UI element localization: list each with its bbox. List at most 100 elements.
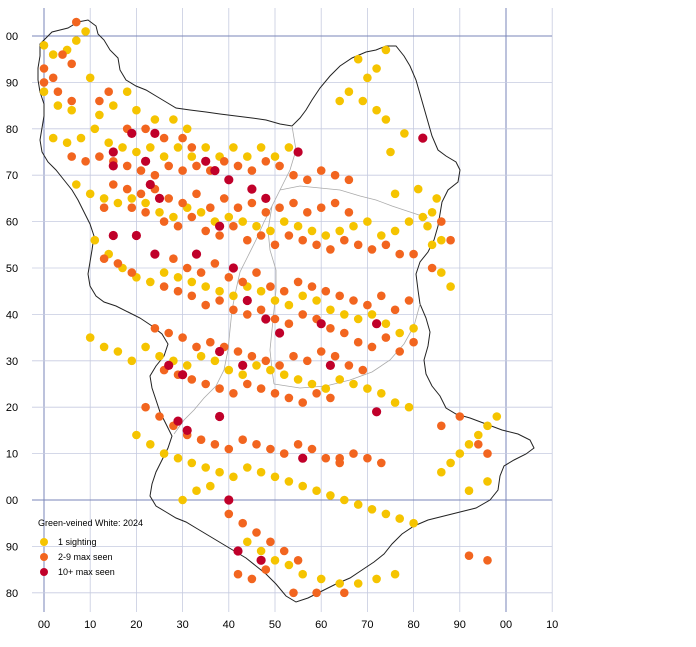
sighting-dot-1-sighting	[307, 226, 317, 236]
sighting-dot-2-9-max-seen	[178, 133, 187, 143]
sighting-dot-1-sighting	[206, 481, 215, 491]
sighting-dot-1-sighting	[353, 54, 363, 64]
sighting-dots	[39, 17, 502, 598]
sighting-dot-1-sighting	[132, 430, 141, 440]
sighting-dot-10-max-seen	[178, 370, 188, 380]
sighting-dot-2-9-max-seen	[289, 351, 298, 361]
sighting-dot-2-9-max-seen	[261, 208, 271, 217]
x-tick-label: 70	[361, 619, 373, 631]
sighting-dot-2-9-max-seen	[159, 133, 169, 143]
sighting-dot-1-sighting	[67, 105, 76, 115]
sighting-dot-1-sighting	[256, 467, 266, 477]
sighting-dot-2-9-max-seen	[136, 189, 146, 199]
sighting-dot-2-9-max-seen	[395, 347, 405, 356]
sighting-dot-10-max-seen	[372, 407, 382, 417]
y-tick-label: 80	[6, 124, 18, 136]
y-tick-label: 80	[6, 588, 18, 600]
sighting-dot-1-sighting	[178, 495, 187, 505]
sighting-dot-1-sighting	[409, 324, 418, 333]
sighting-dot-10-max-seen	[141, 156, 151, 166]
sighting-dot-1-sighting	[155, 208, 164, 217]
sighting-dot-10-max-seen	[201, 156, 211, 166]
sighting-dot-2-9-max-seen	[284, 319, 294, 329]
legend-swatch-yellow	[40, 537, 48, 546]
y-tick-label: 10	[6, 449, 18, 461]
sighting-dot-2-9-max-seen	[316, 203, 326, 212]
county-outline	[37, 19, 535, 603]
sighting-dot-10-max-seen	[224, 495, 234, 505]
sighting-dot-1-sighting	[229, 143, 238, 152]
sighting-dot-2-9-max-seen	[256, 305, 266, 315]
sighting-dot-2-9-max-seen	[187, 375, 197, 384]
sighting-dot-2-9-max-seen	[409, 249, 418, 259]
sighting-dot-2-9-max-seen	[289, 588, 298, 598]
sighting-dot-10-max-seen	[215, 411, 225, 422]
sighting-dot-1-sighting	[335, 375, 345, 384]
sighting-dot-2-9-max-seen	[206, 337, 215, 347]
sighting-dot-2-9-max-seen	[224, 273, 234, 282]
sighting-dot-1-sighting	[201, 463, 210, 472]
sighting-dot-1-sighting	[284, 477, 294, 486]
sighting-dot-1-sighting	[418, 212, 428, 222]
sighting-dot-1-sighting	[173, 143, 183, 152]
sighting-dot-1-sighting	[201, 282, 210, 291]
sighting-dot-10-max-seen	[215, 221, 225, 231]
sighting-dot-1-sighting	[400, 129, 409, 138]
y-tick-label: 00	[6, 495, 18, 507]
sighting-dot-1-sighting	[99, 342, 109, 352]
sighting-dot-1-sighting	[349, 379, 358, 389]
sighting-dot-1-sighting	[159, 449, 169, 458]
sighting-dot-1-sighting	[224, 365, 234, 375]
x-tick-label: 00	[38, 619, 50, 631]
sighting-dot-2-9-max-seen	[464, 551, 474, 560]
sighting-dot-10-max-seen	[418, 133, 428, 143]
sighting-dot-1-sighting	[215, 467, 224, 477]
sighting-dot-2-9-max-seen	[312, 389, 321, 398]
sighting-dot-10-max-seen	[238, 360, 248, 370]
sighting-dot-2-9-max-seen	[48, 73, 58, 83]
sighting-dot-1-sighting	[404, 217, 414, 226]
sighting-dot-1-sighting	[270, 296, 280, 305]
sighting-dot-1-sighting	[132, 105, 141, 115]
sighting-dot-2-9-max-seen	[252, 528, 261, 537]
sighting-dot-2-9-max-seen	[335, 453, 345, 463]
sighting-dot-2-9-max-seen	[39, 64, 49, 73]
sighting-dot-2-9-max-seen	[192, 342, 201, 352]
sighting-dot-2-9-max-seen	[390, 305, 400, 315]
sighting-dot-1-sighting	[358, 96, 368, 106]
legend-title: Green-veined White: 2024	[38, 518, 144, 528]
sighting-dot-2-9-max-seen	[303, 208, 312, 217]
sighting-dot-1-sighting	[243, 152, 252, 161]
sighting-dot-1-sighting	[335, 226, 345, 236]
sighting-dot-1-sighting	[173, 273, 183, 282]
sighting-dot-2-9-max-seen	[104, 87, 113, 96]
sighting-dot-1-sighting	[238, 217, 247, 226]
sighting-dot-1-sighting	[113, 347, 123, 356]
sighting-dot-1-sighting	[266, 365, 275, 375]
sighting-dot-2-9-max-seen	[99, 203, 109, 212]
sighting-dot-1-sighting	[363, 217, 372, 226]
sighting-dot-1-sighting	[109, 101, 118, 110]
sighting-dot-1-sighting	[312, 486, 321, 496]
sighting-dot-2-9-max-seen	[344, 208, 354, 217]
sighting-dot-2-9-max-seen	[266, 444, 275, 454]
sighting-dot-2-9-max-seen	[293, 277, 303, 287]
sighting-dot-1-sighting	[39, 41, 49, 50]
sighting-dot-2-9-max-seen	[377, 458, 386, 468]
sighting-dot-2-9-max-seen	[367, 342, 377, 352]
y-tick-label: 00	[6, 31, 18, 43]
sighting-dot-2-9-max-seen	[210, 259, 220, 268]
sighting-dot-1-sighting	[437, 268, 446, 277]
sighting-dot-2-9-max-seen	[404, 296, 414, 305]
sighting-dot-2-9-max-seen	[224, 444, 234, 454]
sighting-dot-2-9-max-seen	[316, 347, 326, 356]
sighting-dot-2-9-max-seen	[238, 277, 247, 287]
sighting-dot-1-sighting	[187, 277, 197, 287]
sighting-dot-1-sighting	[455, 449, 465, 458]
sighting-dot-2-9-max-seen	[266, 282, 275, 291]
y-tick-label: 50	[6, 263, 18, 275]
sighting-dot-2-9-max-seen	[316, 166, 326, 175]
sighting-dot-1-sighting	[363, 384, 372, 393]
sighting-dot-1-sighting	[413, 184, 423, 194]
sighting-dot-1-sighting	[316, 574, 326, 584]
